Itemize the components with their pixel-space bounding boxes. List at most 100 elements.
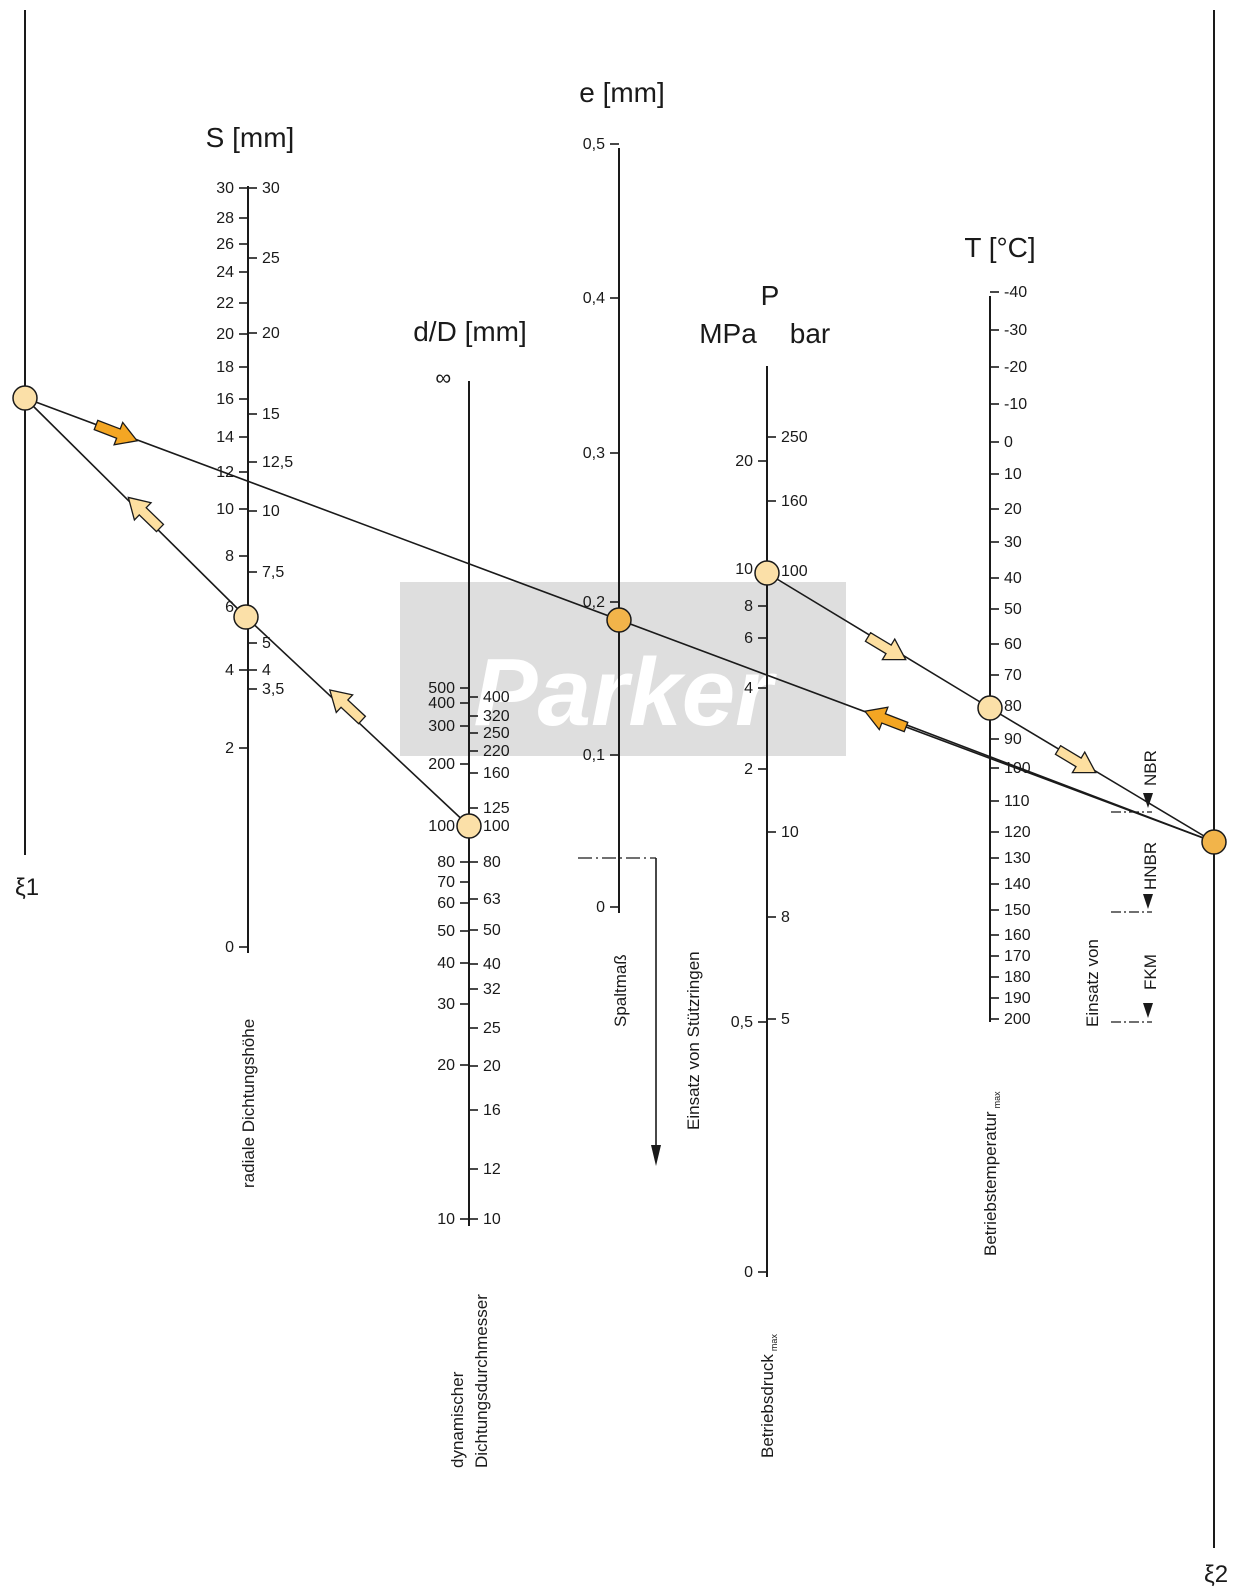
t-axis-tick-label: 80 <box>1004 698 1022 715</box>
d-axis-right-tick-label: 125 <box>483 800 510 817</box>
t-axis-tick-label: 120 <box>1004 824 1031 841</box>
s-axis-left-tick-label: 22 <box>216 295 234 312</box>
arrow-light-down-right-icon <box>864 631 907 661</box>
p-axis-left-tick-label: 20 <box>735 453 753 470</box>
s-axis-left-tick-label: 16 <box>216 391 234 408</box>
d-axis-right-tick-label: 63 <box>483 891 501 908</box>
s-axis-left-tick-label: 0 <box>225 939 234 956</box>
d-axis-left-tick-label: 500 <box>428 680 455 697</box>
s-axis-right-tick-label: 5 <box>262 635 271 652</box>
d-axis-left-tick-label: 100 <box>428 818 455 835</box>
d-axis-right-tick-label: 12 <box>483 1161 501 1178</box>
arrow-dark-to-right-icon <box>93 419 139 446</box>
t-axis-tick-label: 50 <box>1004 601 1022 618</box>
s-axis-left-tick-label: 10 <box>216 501 234 518</box>
d-axis-right-tick-label: 250 <box>483 725 510 742</box>
d-axis-right-tick-label: 160 <box>483 765 510 782</box>
nbr-label: NBR <box>1141 750 1160 786</box>
e-axis-tick-label: 0,4 <box>583 290 605 307</box>
p-axis: P MPa bar 20 10 8 6 4 2 0,5 0 250 160 100 10 8 5 Bet… <box>699 280 830 1458</box>
d-axis-right-tick-label: 220 <box>483 743 510 760</box>
node-p <box>754 560 780 586</box>
p-axis-right-tick-label: 160 <box>781 493 808 510</box>
p-axis-right-tick-label: 10 <box>781 824 799 841</box>
t-axis-tick-label: 160 <box>1004 927 1031 944</box>
p-axis-right-tick-label: 100 <box>781 563 808 580</box>
s-axis-right-tick-label: 4 <box>262 662 271 679</box>
t-axis-tick-label: -40 <box>1004 284 1027 301</box>
d-axis-right-tick-label: 100 <box>483 818 510 835</box>
t-axis-tick-label: -20 <box>1004 359 1027 376</box>
d-axis-right-tick-label: 80 <box>483 854 501 871</box>
node-t <box>977 695 1003 721</box>
s-axis-left-tick-label: 28 <box>216 210 234 227</box>
s-axis-right-tick-label: 25 <box>262 250 280 267</box>
d-axis-right-tick-label: 10 <box>483 1211 501 1228</box>
s-axis-left-tick-label: 24 <box>216 264 234 281</box>
t-axis-tick-label: 180 <box>1004 969 1031 986</box>
p-axis-right-tick-label: 5 <box>781 1011 790 1028</box>
hnbr-limit-arrow-icon <box>1143 894 1153 909</box>
direction-arrows <box>93 419 1097 774</box>
d-axis-caption-line2: Dichtungsdurchmesser <box>472 1294 491 1468</box>
watermark-logo-text: Parker <box>474 639 778 746</box>
s-axis-right-tick-label: 7,5 <box>262 564 284 581</box>
s-axis-left-tick-label: 4 <box>225 662 234 679</box>
support-ring-label: Einsatz von Stützringen <box>684 951 703 1130</box>
p-axis-left-tick-label: 6 <box>744 630 753 647</box>
e-axis-title: e [mm] <box>579 77 665 108</box>
arrow-light-up-left-icon <box>127 496 165 533</box>
t-axis-tick-label: 10 <box>1004 466 1022 483</box>
p-axis-left-tick-label: 0 <box>744 1264 753 1281</box>
s-axis-left-tick-label: 20 <box>216 326 234 343</box>
s-axis-right-tick-label: 10 <box>262 503 280 520</box>
arrow-light-up-left-icon <box>328 689 367 725</box>
e-axis-tick-label: 0,5 <box>583 136 605 153</box>
p-axis-caption-sub: max <box>769 1334 779 1352</box>
d-axis-left-tick-label: 300 <box>428 718 455 735</box>
node-s <box>233 604 259 630</box>
p-axis-left-tick-label: 0,5 <box>731 1014 753 1031</box>
d-axis-right-tick-label: 32 <box>483 981 501 998</box>
d-axis-title: d/D [mm] <box>413 316 527 347</box>
d-axis-right-tick-label: 50 <box>483 922 501 939</box>
s-axis-left-tick-label: 26 <box>216 236 234 253</box>
ray-t-to-xi2 <box>989 707 1215 843</box>
t-axis-tick-label: 150 <box>1004 902 1031 919</box>
t-axis-tick-label: -10 <box>1004 396 1027 413</box>
s-axis-right-tick-label: 15 <box>262 406 280 423</box>
ray-xi2-to-p <box>869 710 1215 843</box>
node-xi2 <box>1201 829 1227 855</box>
s-axis-right-tick-label: 12,5 <box>262 454 293 471</box>
s-axis-title: S [mm] <box>206 122 295 153</box>
t-axis-tick-label: 90 <box>1004 731 1022 748</box>
s-axis-left-tick-label: 8 <box>225 548 234 565</box>
e-axis: e [mm] 0,5 0,4 0,3 0,2 0,1 0 Spaltmaß Einsatz… <box>578 77 703 1166</box>
p-axis-caption: Betriebsdruck max <box>758 1334 779 1458</box>
s-axis-right-tick-label: 3,5 <box>262 681 284 698</box>
p-axis-left-tick-label: 10 <box>735 561 753 578</box>
t-axis-tick-label: 0 <box>1004 434 1013 451</box>
fkm-limit-arrow-icon <box>1143 1003 1153 1018</box>
hnbr-label: HNBR <box>1141 842 1160 890</box>
p-axis-right-tick-label: 250 <box>781 429 808 446</box>
s-axis-right-tick-label: 20 <box>262 325 280 342</box>
t-axis: T [°C] -40-30-20-10010203040506070809010… <box>964 232 1035 1256</box>
p-axis-caption-text: Betriebsdruck <box>758 1354 777 1458</box>
e-axis-tick-label: 0 <box>596 899 605 916</box>
e-axis-tick-label: 0,1 <box>583 747 605 764</box>
s-axis-left-tick-label: 2 <box>225 740 234 757</box>
nodes <box>12 385 1227 855</box>
node-xi1 <box>12 385 38 411</box>
p-axis-right-tick-label: 8 <box>781 909 790 926</box>
d-axis-left-tick-label: 80 <box>437 854 455 871</box>
t-axis-caption-sub: max <box>992 1091 1002 1109</box>
t-axis-title: T [°C] <box>964 232 1035 263</box>
p-axis-unit-mpa: MPa <box>699 318 757 349</box>
d-axis-caption-line1: dynamischer <box>448 1371 467 1468</box>
t-axis-tick-label: 20 <box>1004 501 1022 518</box>
d-axis-left-tick-label: 200 <box>428 756 455 773</box>
p-axis-title: P <box>761 280 780 311</box>
